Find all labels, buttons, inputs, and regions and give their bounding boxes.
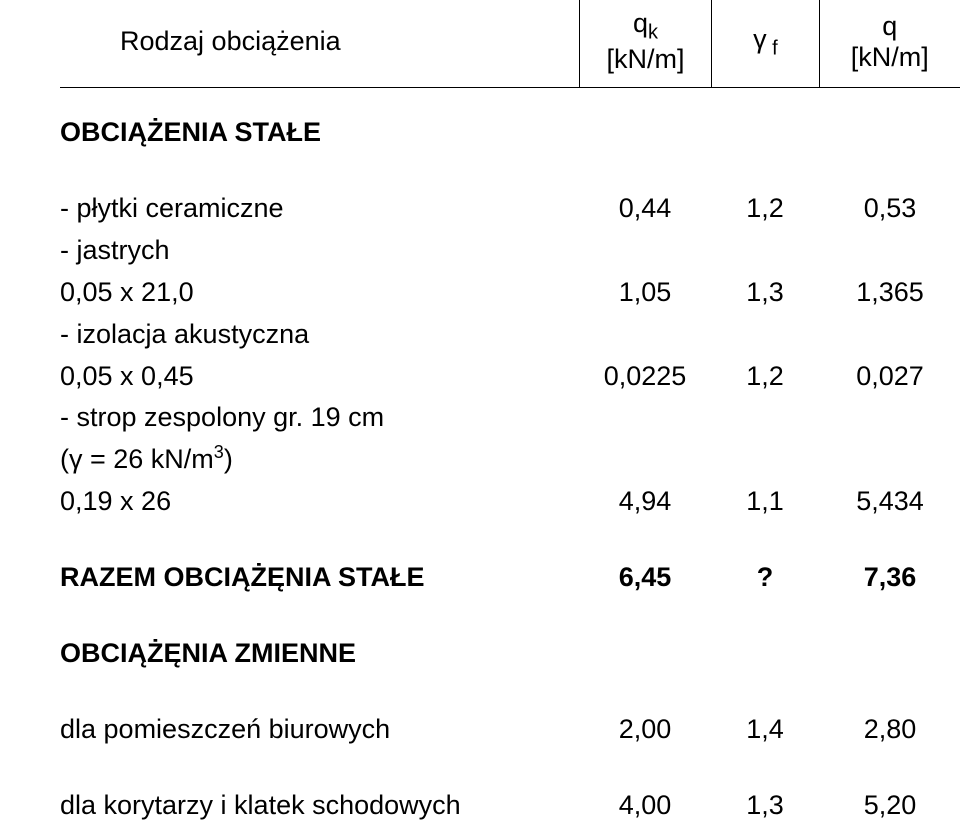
razem-gf: ? (710, 557, 820, 599)
col-header-qk-sub: k (648, 21, 658, 43)
row-gf (710, 230, 820, 272)
row-qk (580, 314, 710, 356)
row-gf: 1,1 (710, 481, 820, 523)
row-qk: 4,00 (580, 785, 710, 826)
table-row: dla korytarzy i klatek schodowych4,001,3… (60, 785, 960, 826)
col-header-qk-top: q (633, 8, 648, 38)
row-label: dla pomieszczeń biurowych (60, 709, 580, 751)
col-header-gf-top: γ (753, 24, 767, 54)
col-header-label: Rodzaj obciążenia (60, 0, 579, 88)
table-row: - izolacja akustyczna (60, 314, 960, 356)
col-header-label-text: Rodzaj obciążenia (120, 26, 341, 56)
table-header-row: Rodzaj obciążenia qk [kN/m] γ f q [kN/m] (60, 0, 960, 88)
row-gf: 1,3 (710, 272, 820, 314)
stale-rows: - płytki ceramiczne0,441,20,53- jastrych… (60, 188, 960, 523)
row-gf (710, 314, 820, 356)
section-zmienne-header: OBCIĄŻĘNIA ZMIENNE (60, 633, 960, 675)
stale-header-text: OBCIĄŻENIA STAŁE (60, 112, 580, 154)
row-gf: 1,2 (710, 356, 820, 398)
col-header-q-unit: [kN/m] (851, 42, 929, 72)
col-header-gf-sub: f (767, 37, 778, 59)
table-body-row: OBCIĄŻENIA STAŁE - płytki ceramiczne0,44… (60, 88, 960, 826)
row-q (820, 314, 960, 356)
row-qk: 4,94 (580, 481, 710, 523)
table-row: - płytki ceramiczne0,441,20,53 (60, 188, 960, 230)
row-gf (710, 397, 820, 439)
gap (60, 599, 960, 633)
row-label: 0,05 x 0,45 (60, 356, 580, 398)
razem-qk: 6,45 (580, 557, 710, 599)
row-qk: 0,44 (580, 188, 710, 230)
row-qk (580, 439, 710, 481)
page: Rodzaj obciążenia qk [kN/m] γ f q [kN/m]… (0, 0, 960, 790)
row-q: 5,434 (820, 481, 960, 523)
zmienne-rows: dla pomieszczeń biurowych2,001,42,80dla … (60, 709, 960, 826)
col-header-gf: γ f (712, 0, 819, 88)
row-q: 5,20 (820, 785, 960, 826)
row-qk: 1,05 (580, 272, 710, 314)
row-label: (γ = 26 kN/m3) (60, 439, 580, 481)
gap (60, 751, 960, 785)
row-gf (710, 439, 820, 481)
table-row: - jastrych (60, 230, 960, 272)
row-gf: 1,4 (710, 709, 820, 751)
row-label: - strop zespolony gr. 19 cm (60, 397, 580, 439)
row-q: 0,027 (820, 356, 960, 398)
section-stale-header: OBCIĄŻENIA STAŁE (60, 112, 960, 154)
row-qk (580, 397, 710, 439)
row-gf: 1,3 (710, 785, 820, 826)
row-q: 0,53 (820, 188, 960, 230)
razem-row: RAZEM OBCIĄŻĘNIA STAŁE 6,45 ? 7,36 (60, 557, 960, 599)
row-label: - jastrych (60, 230, 580, 272)
table-row: dla pomieszczeń biurowych2,001,42,80 (60, 709, 960, 751)
table-row: 0,05 x 21,01,051,31,365 (60, 272, 960, 314)
zmienne-header-text: OBCIĄŻĘNIA ZMIENNE (60, 633, 580, 675)
razem-label: RAZEM OBCIĄŻĘNIA STAŁE (60, 557, 580, 599)
row-label: - izolacja akustyczna (60, 314, 580, 356)
razem-q: 7,36 (820, 557, 960, 599)
row-gf: 1,2 (710, 188, 820, 230)
gap (60, 154, 960, 188)
col-header-q-top: q (882, 11, 897, 41)
row-qk (580, 230, 710, 272)
row-q (820, 397, 960, 439)
row-label: dla korytarzy i klatek schodowych (60, 785, 580, 826)
row-qk: 2,00 (580, 709, 710, 751)
table-row: (γ = 26 kN/m3) (60, 439, 960, 481)
row-label: - płytki ceramiczne (60, 188, 580, 230)
row-q (820, 230, 960, 272)
col-header-qk-unit: [kN/m] (607, 44, 685, 74)
row-label: 0,05 x 21,0 (60, 272, 580, 314)
row-qk: 0,0225 (580, 356, 710, 398)
table-row: - strop zespolony gr. 19 cm (60, 397, 960, 439)
gap (60, 523, 960, 557)
row-q: 1,365 (820, 272, 960, 314)
table-body: OBCIĄŻENIA STAŁE - płytki ceramiczne0,44… (60, 88, 960, 826)
load-table: Rodzaj obciążenia qk [kN/m] γ f q [kN/m]… (60, 0, 960, 826)
row-label: 0,19 x 26 (60, 481, 580, 523)
col-header-q: q [kN/m] (819, 0, 960, 88)
gap (60, 675, 960, 709)
row-q: 2,80 (820, 709, 960, 751)
table-row: 0,05 x 0,450,02251,20,027 (60, 356, 960, 398)
col-header-qk: qk [kN/m] (579, 0, 712, 88)
row-q (820, 439, 960, 481)
table-row: 0,19 x 264,941,15,434 (60, 481, 960, 523)
